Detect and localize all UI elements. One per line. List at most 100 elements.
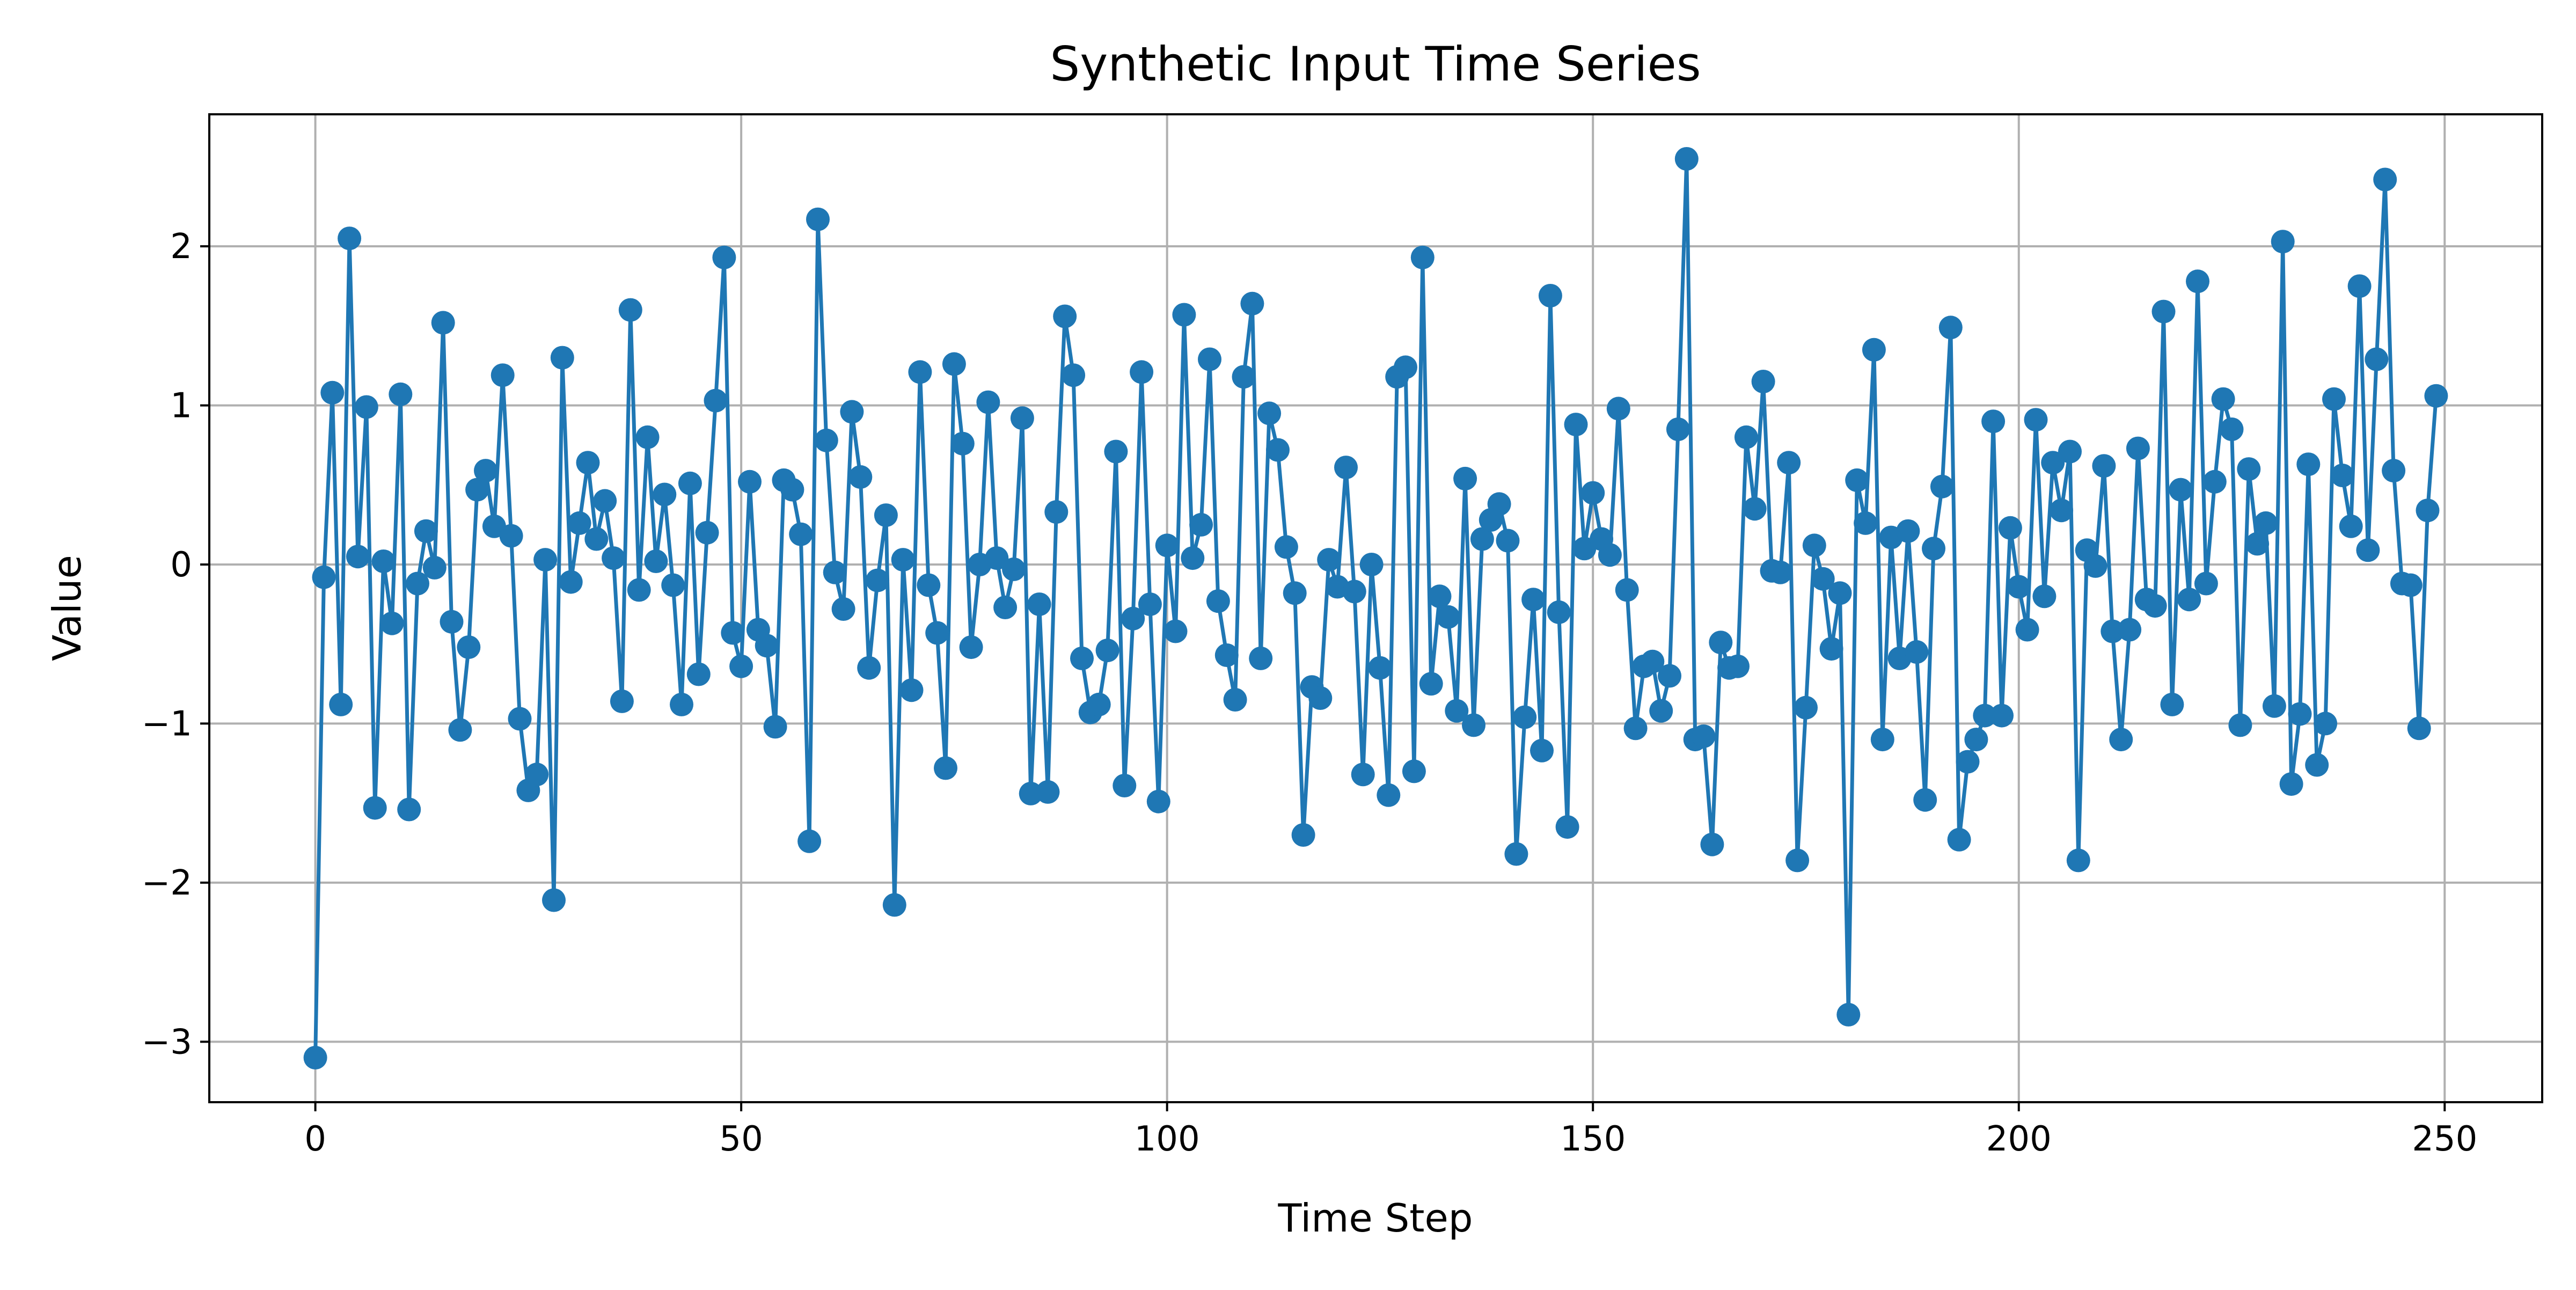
- data-point: [2254, 511, 2278, 535]
- data-point: [2066, 848, 2090, 873]
- grid: [209, 114, 2542, 1102]
- data-point: [2194, 571, 2218, 596]
- data-point: [1836, 1002, 1861, 1027]
- data-point: [704, 389, 728, 413]
- x-axis-label: Time Step: [1277, 1196, 1473, 1241]
- data-point: [1044, 500, 1069, 524]
- data-point: [1623, 716, 1648, 741]
- data-point: [2186, 269, 2209, 294]
- data-point: [1845, 468, 1869, 492]
- ticks: 0 50 100 150 200 250 −3 −2 −1 0 1 2: [142, 227, 2478, 1159]
- x-tick-label: 200: [1986, 1119, 2052, 1159]
- data-point: [1027, 592, 1051, 617]
- data-point: [1598, 543, 1622, 567]
- data-point: [593, 489, 617, 513]
- data-point: [780, 478, 804, 502]
- data-point: [1641, 649, 1665, 673]
- data-point: [389, 382, 413, 406]
- data-point: [1308, 686, 1333, 710]
- data-point: [2109, 728, 2133, 752]
- data-point: [1555, 815, 1579, 839]
- data-point: [2041, 451, 2065, 475]
- data-point: [1743, 497, 1767, 521]
- data-point: [1487, 492, 1511, 516]
- data-point: [1930, 474, 1954, 499]
- data-point: [559, 570, 583, 594]
- data-point: [1189, 512, 1213, 537]
- data-point: [959, 635, 983, 659]
- data-point: [2228, 713, 2252, 737]
- data-point: [1377, 783, 1401, 807]
- data-point: [806, 207, 830, 231]
- data-point: [2262, 694, 2286, 718]
- data-point: [670, 692, 693, 716]
- data-point: [976, 390, 1000, 414]
- data-point: [363, 796, 387, 820]
- data-point: [729, 654, 753, 678]
- data-point: [2407, 716, 2431, 741]
- data-point: [422, 555, 447, 580]
- data-point: [448, 718, 472, 742]
- data-point: [831, 597, 855, 621]
- data-point: [644, 549, 668, 573]
- y-tick-label: 0: [170, 545, 192, 585]
- data-point: [1214, 643, 1239, 667]
- data-point: [1223, 688, 1247, 712]
- data-point: [1547, 600, 1571, 624]
- data-point: [1964, 728, 1988, 752]
- data-point: [1564, 413, 1588, 437]
- data-point: [1155, 533, 1179, 558]
- data-point: [1496, 529, 1520, 553]
- data-point: [1666, 417, 1690, 441]
- data-point: [2245, 532, 2270, 556]
- data-point: [2382, 459, 2406, 483]
- data-point: [814, 428, 838, 452]
- data-point: [1692, 724, 1716, 749]
- data-point: [1828, 581, 1852, 605]
- data-point: [2151, 299, 2176, 324]
- data-point: [1070, 646, 1094, 670]
- data-point: [2424, 384, 2448, 408]
- data-point: [303, 1046, 327, 1069]
- data-point: [1649, 699, 1673, 723]
- data-point: [499, 524, 523, 548]
- data-point: [993, 596, 1018, 619]
- data-point: [346, 545, 370, 569]
- data-point: [840, 400, 864, 424]
- data-point: [874, 503, 898, 527]
- data-point: [1095, 639, 1119, 663]
- data-point: [2347, 274, 2372, 298]
- data-point: [2211, 387, 2235, 411]
- data-point: [465, 478, 489, 502]
- data-point: [1402, 759, 1426, 783]
- data-point: [1956, 750, 1980, 774]
- data-point: [1802, 533, 1826, 558]
- series-layer: [303, 147, 2448, 1069]
- data-point: [1751, 370, 1775, 393]
- data-point: [1342, 580, 1366, 604]
- data-point: [2050, 499, 2074, 523]
- data-point: [2271, 230, 2295, 254]
- data-point: [440, 610, 464, 634]
- data-point: [2373, 167, 2397, 192]
- data-point: [1854, 511, 1878, 535]
- data-point: [1249, 646, 1273, 670]
- data-point: [712, 245, 736, 269]
- data-point: [1036, 780, 1060, 804]
- data-point: [2032, 584, 2057, 609]
- data-point: [1130, 360, 1154, 384]
- data-point: [508, 707, 532, 731]
- data-point: [1410, 245, 1435, 269]
- data-point: [1121, 606, 1145, 631]
- data-point: [1674, 147, 1699, 171]
- data-point: [2330, 464, 2354, 487]
- data-point: [1419, 672, 1443, 696]
- data-point: [2288, 702, 2312, 726]
- data-point: [525, 763, 549, 787]
- data-point: [1087, 692, 1111, 716]
- data-point: [1317, 548, 1341, 572]
- data-point: [1172, 303, 1196, 327]
- data-point: [1973, 703, 1997, 728]
- series-line: [313, 157, 2438, 1058]
- x-tick-label: 50: [719, 1119, 763, 1159]
